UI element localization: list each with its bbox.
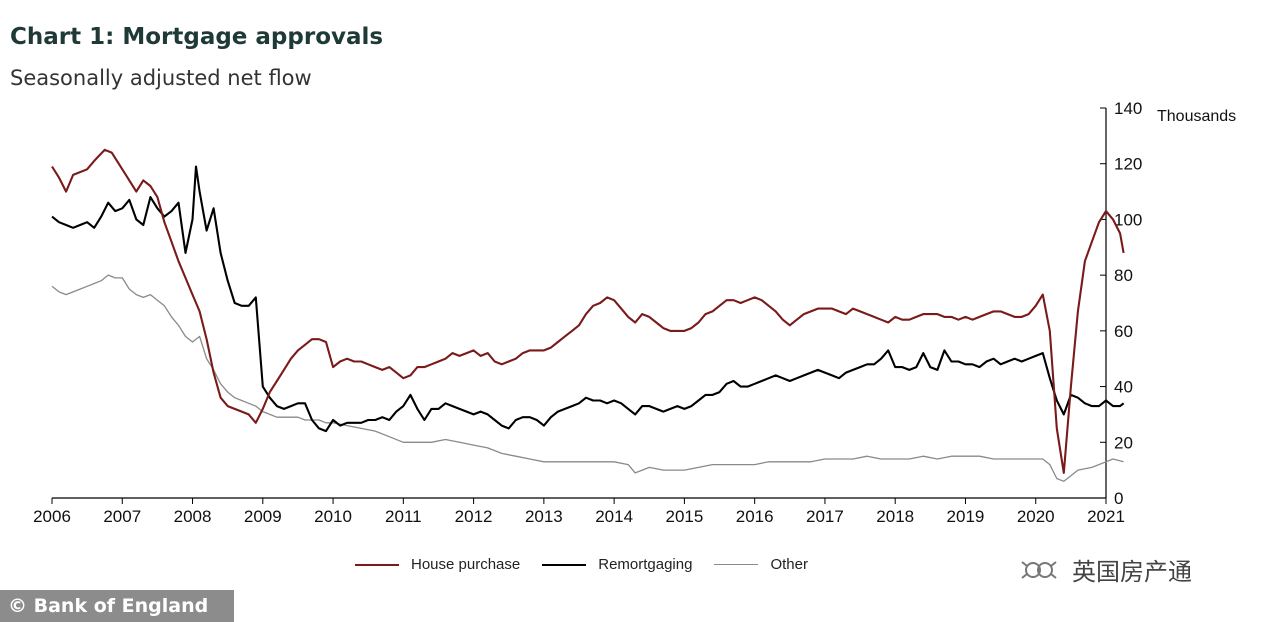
copyright-credit: © Bank of England: [0, 590, 234, 622]
series-line-other: [51, 274, 1124, 482]
x-tick-label: 2006: [33, 507, 71, 526]
y-tick-label: 140: [1114, 99, 1142, 118]
chart-title: Chart 1: Mortgage approvals: [10, 24, 384, 50]
series-line-house-purchase: [51, 148, 1125, 474]
y-tick-label: 100: [1114, 210, 1142, 229]
x-tick-label: 2012: [455, 507, 493, 526]
legend-swatch-remortgaging: [542, 563, 587, 566]
x-tick-label: 2015: [665, 507, 703, 526]
x-tick-label: 2010: [314, 507, 352, 526]
legend-item-other: Other: [714, 556, 808, 573]
y-tick-label: 40: [1114, 378, 1133, 397]
legend-label-remortgaging: Remortgaging: [598, 556, 693, 573]
y-tick-label: 0: [1114, 489, 1123, 508]
y-tick-label: 20: [1114, 433, 1133, 452]
x-tick-label: 2017: [806, 507, 844, 526]
x-tick-label: 2021: [1087, 507, 1125, 526]
legend: House purchase Remortgaging Other: [355, 556, 808, 573]
x-tick-label: 2016: [736, 507, 774, 526]
y-unit-label: Thousands: [1157, 108, 1236, 125]
watermark: 英国房产通: [1018, 552, 1192, 587]
series-line-remortgaging: [51, 165, 1125, 433]
y-tick-label: 80: [1114, 266, 1133, 285]
x-tick-label: 2014: [595, 507, 633, 526]
y-tick-label: 60: [1114, 322, 1133, 341]
x-tick-label: 2011: [385, 507, 422, 526]
wechat-logo-icon: [1021, 560, 1057, 579]
x-tick-label: 2008: [174, 507, 212, 526]
x-tick-label: 2018: [876, 507, 914, 526]
series-lines: [51, 148, 1125, 482]
legend-swatch-other: [714, 564, 759, 565]
x-tick-label: 2009: [244, 507, 282, 526]
axes-group: 2006 2007 2008 2009 2010 2011 2012 2013 2014 2015…: [33, 99, 1236, 526]
legend-swatch-house-purchase: [355, 563, 399, 566]
legend-item-house-purchase: House purchase: [355, 556, 520, 573]
chart-subtitle: Seasonally adjusted net flow: [10, 66, 312, 90]
y-tick-label: 120: [1114, 155, 1142, 174]
legend-label-house-purchase: House purchase: [411, 556, 521, 573]
legend-item-remortgaging: Remortgaging: [542, 556, 692, 573]
x-tick-label: 2007: [103, 507, 141, 526]
x-tick-label: 2020: [1017, 507, 1055, 526]
legend-label-other: Other: [770, 556, 808, 573]
x-tick-label: 2013: [525, 507, 563, 526]
watermark-text: 英国房产通: [1072, 559, 1192, 586]
x-tick-label: 2019: [947, 507, 985, 526]
